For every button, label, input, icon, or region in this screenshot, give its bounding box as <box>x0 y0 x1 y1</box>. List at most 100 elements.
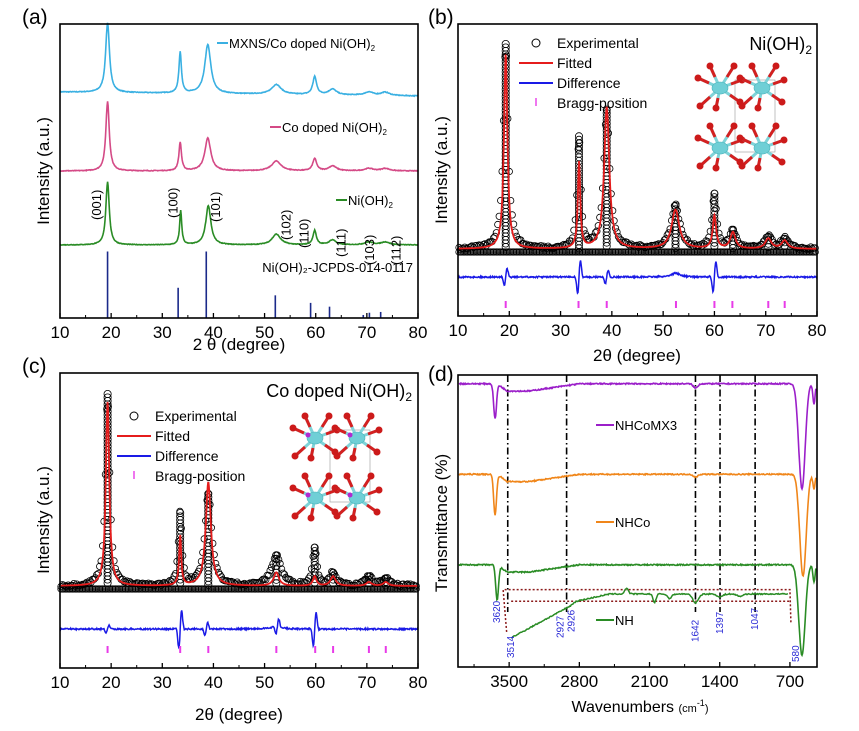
panel-c-plot-area <box>57 389 420 653</box>
oxygen-atom <box>343 412 351 420</box>
oxygen-atom <box>349 514 357 522</box>
experimental-point <box>710 242 719 251</box>
experimental-point <box>501 239 510 248</box>
experimental-point <box>204 577 213 586</box>
legend-label-subscript: 2 <box>382 128 387 137</box>
oxygen-atom <box>325 412 333 420</box>
cobalt-atom <box>305 432 311 438</box>
oxygen-atom <box>772 122 780 130</box>
experimental-point <box>240 579 248 588</box>
experimental-point <box>715 229 723 237</box>
ftir-spectrum-nh-magnified <box>510 587 789 639</box>
oxygen-atom <box>694 134 702 142</box>
panel-b: (b) 10 20 30 40 50 60 70 80 2θ (degree) Intensi… <box>428 6 826 365</box>
legend-label: Experimental <box>155 408 237 424</box>
nickel-atom <box>711 81 729 95</box>
oxygen-atom <box>694 74 702 82</box>
experimental-point <box>764 243 773 252</box>
peak-wavenumber-annotation: 1047 <box>750 607 761 630</box>
oxygen-atom <box>373 508 381 516</box>
experimental-point <box>780 241 789 250</box>
panel-d-x-ticks: 3500 2800 2100 1400 700 <box>473 662 804 691</box>
ftir-spectrum-nhco <box>458 472 817 578</box>
legend-experimental-marker <box>129 411 139 421</box>
x-tick-label: 20 <box>102 673 121 692</box>
experimental-point <box>265 571 273 580</box>
miller-index-label: (112) <box>389 236 404 265</box>
oxygen-atom <box>291 452 299 460</box>
legend-label: NH <box>615 613 634 628</box>
oxygen-atom <box>333 452 341 460</box>
magnified-region <box>502 588 792 633</box>
oxygen-atom <box>748 62 756 70</box>
experimental-point <box>176 579 185 588</box>
peak-wavenumber-annotation: 1397 <box>715 611 726 634</box>
experimental-point <box>103 579 112 588</box>
experimental-point <box>575 244 584 253</box>
oxygen-atom <box>780 76 788 84</box>
oxygen-atom <box>730 62 738 70</box>
oxygen-atom <box>706 62 714 70</box>
oxygen-atom <box>778 98 786 106</box>
x-tick-label: 10 <box>449 321 468 340</box>
experimental-point <box>728 244 737 253</box>
experimental-point <box>96 562 104 571</box>
x-tick-label: 30 <box>153 673 172 692</box>
panel-a: (a) Ni(OH)₂-JCPDS-014-0117 (001) (100) (101… <box>22 6 427 354</box>
panel-d: (d) 3620 3514 2927 2926 1642 1397 1047 580 NHCoM… <box>428 363 818 716</box>
experimental-point <box>497 196 505 205</box>
experimental-point <box>172 569 180 578</box>
experimental-point <box>364 575 373 584</box>
experimental-point <box>602 242 611 251</box>
unit-cell-box <box>329 429 371 503</box>
x-tick-label: 1400 <box>701 672 739 691</box>
x-tick-label: 30 <box>551 321 570 340</box>
legend-label: Ni(OH)2 <box>348 193 393 210</box>
panel-a-plot-area: Ni(OH)₂-JCPDS-014-0117 (001) (100) (101) (10… <box>59 22 419 318</box>
oxygen-atom <box>349 454 357 462</box>
panel-b-crystal-structure-inset <box>694 62 788 172</box>
legend-label: Experimental <box>557 35 639 51</box>
experimental-point <box>575 240 584 249</box>
x-tick-label: 70 <box>357 323 376 342</box>
x-tick-label: 40 <box>204 673 223 692</box>
nickel-atom <box>753 141 771 155</box>
x-tick-label: 60 <box>306 673 325 692</box>
peak-wavenumber-annotation: 3514 <box>506 635 517 658</box>
difference-curve <box>59 610 419 650</box>
panel-b-y-axis-label: Intensity (a.u.) <box>432 116 451 224</box>
panel-label-b: (b) <box>428 6 454 29</box>
panel-c-legend: Experimental Fitted Difference Bragg-positi… <box>117 408 245 484</box>
panel-b-x-axis-label: 2θ (degree) <box>593 346 681 365</box>
panel-a-x-axis-label: 2 θ (degree) <box>193 335 286 354</box>
x-tick-label: 700 <box>776 672 804 691</box>
panel-c-x-ticks: 10 20 30 40 50 60 70 80 <box>51 663 427 692</box>
unit-cell-box <box>734 79 776 153</box>
miller-index-label: (111) <box>333 229 348 257</box>
title-text: Ni(OH) <box>749 34 805 54</box>
experimental-point <box>177 524 185 532</box>
legend-label-text: Co doped Ni(OH) <box>282 120 382 135</box>
cobalt-atom <box>305 492 311 498</box>
experimental-point <box>306 572 314 580</box>
legend-label: Bragg-position <box>557 95 647 111</box>
panel-b-x-ticks: 10 20 30 40 50 60 70 80 <box>449 311 826 340</box>
difference-curve <box>457 260 818 295</box>
legend-label-subscript: 2 <box>388 201 393 210</box>
oxygen-atom <box>331 424 339 432</box>
oxygen-atom <box>748 122 756 130</box>
panel-b-legend: Experimental Fitted Difference Bragg-positi… <box>519 35 647 111</box>
oxygen-atom <box>375 486 383 494</box>
panel-c: (c) 10 20 30 40 50 60 70 80 2θ (degree) Intensi… <box>22 355 427 724</box>
experimental-point <box>602 238 611 247</box>
oxygen-atom <box>772 62 780 70</box>
x-tick-label: 60 <box>306 323 325 342</box>
oxygen-atom <box>780 136 788 144</box>
x-tick-label: 50 <box>654 321 673 340</box>
experimental-point <box>312 550 320 558</box>
x-tick-label: 2100 <box>631 672 669 691</box>
experimental-point <box>187 573 195 581</box>
nickel-atom <box>711 141 729 155</box>
peak-wavenumber-annotation: 3620 <box>492 600 503 623</box>
miller-index-label: (100) <box>166 188 181 218</box>
